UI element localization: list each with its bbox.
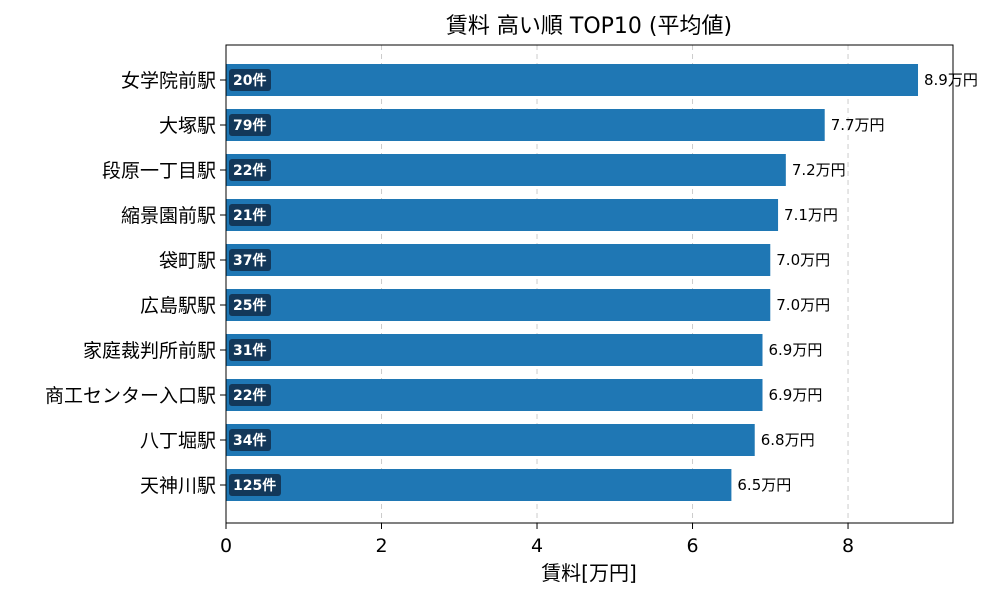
count-badge <box>229 249 271 271</box>
count-badge-text: 34件 <box>233 432 266 449</box>
count-badge <box>229 204 271 226</box>
count-badge <box>229 114 271 136</box>
bar-value-label: 8.9万円 <box>924 71 978 89</box>
bar-value-label: 7.7万円 <box>831 116 885 134</box>
bar <box>226 109 825 141</box>
bar-value-label: 7.2万円 <box>792 161 846 179</box>
plot-frame <box>225 44 954 524</box>
bar <box>226 289 771 321</box>
count-badge-text: 25件 <box>233 297 266 314</box>
bar <box>226 424 755 456</box>
bar-value-label: 7.0万円 <box>776 296 830 314</box>
count-badge <box>229 159 271 181</box>
bar <box>226 154 786 186</box>
count-badge <box>229 474 281 496</box>
count-badge-text: 79件 <box>233 117 266 134</box>
count-badge-text: 21件 <box>233 207 266 224</box>
bar-value-label: 6.9万円 <box>769 386 823 404</box>
x-tick-label: 0 <box>220 535 232 557</box>
count-badge <box>229 429 271 451</box>
x-axis: 0 2 4 6 8 <box>220 523 854 557</box>
bar-value-label: 7.0万円 <box>776 251 830 269</box>
bar-value-label: 7.1万円 <box>784 206 838 224</box>
y-tick-label: 女学院前駅 <box>121 70 216 92</box>
x-tick-label: 2 <box>375 535 387 557</box>
y-tick-label: 袋町駅 <box>159 250 216 272</box>
bars-group: 8.9万円 20件 7.7万円 79件 7.2万円 22件 7.1万円 21件 7.0万円 37件… <box>226 64 978 501</box>
bar <box>226 199 779 231</box>
y-tick-label: 広島駅駅 <box>140 295 216 317</box>
count-badge <box>229 69 271 91</box>
x-tick-label: 6 <box>686 535 698 557</box>
y-tick-label: 商工センター入口駅 <box>45 385 216 407</box>
count-badge <box>229 339 271 361</box>
x-tick-label: 4 <box>531 535 543 557</box>
y-axis: 女学院前駅大塚駅段原一丁目駅縮景園前駅袋町駅広島駅駅家庭裁判所前駅商工センター入… <box>45 70 226 497</box>
count-badge <box>229 384 271 406</box>
bar <box>226 379 763 411</box>
y-tick-label: 大塚駅 <box>159 115 216 137</box>
x-tick-label: 8 <box>842 535 854 557</box>
count-badge-text: 37件 <box>233 252 266 269</box>
count-badge <box>229 294 271 316</box>
bar-value-label: 6.8万円 <box>761 431 815 449</box>
bar-value-label: 6.9万円 <box>769 341 823 359</box>
count-badge-text: 22件 <box>233 387 266 404</box>
bar <box>226 64 919 96</box>
y-tick-label: 家庭裁判所前駅 <box>83 340 216 362</box>
y-tick-label: 八丁堀駅 <box>140 430 216 452</box>
count-badge-text: 31件 <box>233 342 266 359</box>
count-badge-text: 20件 <box>233 72 266 89</box>
bar-value-label: 6.5万円 <box>737 476 791 494</box>
count-badge-text: 125件 <box>233 477 276 494</box>
bar <box>226 334 763 366</box>
x-axis-label: 賃料[万円] <box>541 561 637 585</box>
y-tick-label: 縮景園前駅 <box>121 205 216 227</box>
bar <box>226 469 732 501</box>
y-tick-label: 段原一丁目駅 <box>102 160 216 182</box>
bar <box>226 244 771 276</box>
y-tick-label: 天神川駅 <box>140 475 216 497</box>
count-badge-text: 22件 <box>233 162 266 179</box>
chart-title: 賃料 高い順 TOP10 (平均値) <box>446 14 732 39</box>
